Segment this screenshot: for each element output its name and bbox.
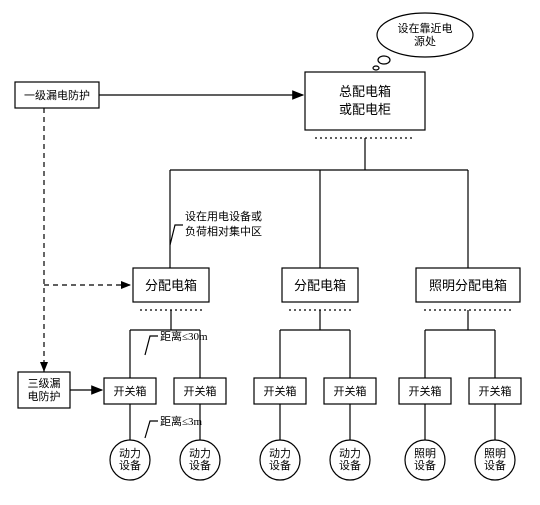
dist3-label: 距离≤3m	[160, 414, 203, 428]
callout-tail-1	[378, 56, 390, 64]
dist3-leader	[145, 421, 158, 438]
callout-text-1: 设在靠近电	[398, 21, 453, 35]
light-dist-box-label: 照明分配电箱	[429, 278, 507, 293]
main-box-line1: 总配电箱	[339, 84, 391, 99]
dev1-l2: 设备	[119, 458, 141, 472]
main-box-line2: 或配电柜	[339, 102, 391, 117]
switch-3-label: 开关箱	[264, 384, 297, 398]
callout-text-2: 源处	[414, 34, 436, 48]
dev3-l1: 动力	[269, 447, 291, 460]
note-mid-leader	[170, 225, 183, 245]
dev6-l2: 设备	[484, 458, 506, 472]
dist-box-1-label: 分配电箱	[145, 278, 197, 293]
note-mid-line1: 设在用电设备或	[185, 209, 262, 223]
dist30-leader	[145, 336, 158, 355]
callout-tail-2	[373, 66, 379, 70]
level2-l2: 电防护	[28, 389, 61, 403]
callout-bubble	[377, 13, 473, 57]
switch-2-label: 开关箱	[184, 384, 217, 398]
dev2-l1: 动力	[189, 447, 211, 460]
switch-6-label: 开关箱	[479, 384, 512, 398]
dev4-l2: 设备	[339, 458, 361, 472]
level1-protect-label: 一级漏电防护	[24, 88, 90, 102]
level2-l1: 三级漏	[28, 377, 61, 390]
dev5-l1: 照明	[414, 447, 436, 460]
note-mid-line2: 负荷相对集中区	[185, 224, 262, 238]
arrow-lvl1-lvl2	[40, 362, 48, 372]
main-distribution-box	[305, 72, 425, 130]
dev4-l1: 动力	[339, 447, 361, 460]
dev5-l2: 设备	[414, 458, 436, 472]
switch-1-label: 开关箱	[114, 384, 147, 398]
switch-5-label: 开关箱	[409, 384, 442, 398]
dist-box-2-label: 分配电箱	[294, 278, 346, 293]
arrow-to-dist1	[121, 281, 131, 289]
switch-4-label: 开关箱	[334, 384, 367, 398]
dev6-l1: 照明	[484, 447, 506, 460]
dev2-l2: 设备	[189, 458, 211, 472]
dist30-label: 距离≤30m	[160, 329, 208, 343]
dev1-l1: 动力	[119, 447, 141, 460]
dev3-l2: 设备	[269, 458, 291, 472]
